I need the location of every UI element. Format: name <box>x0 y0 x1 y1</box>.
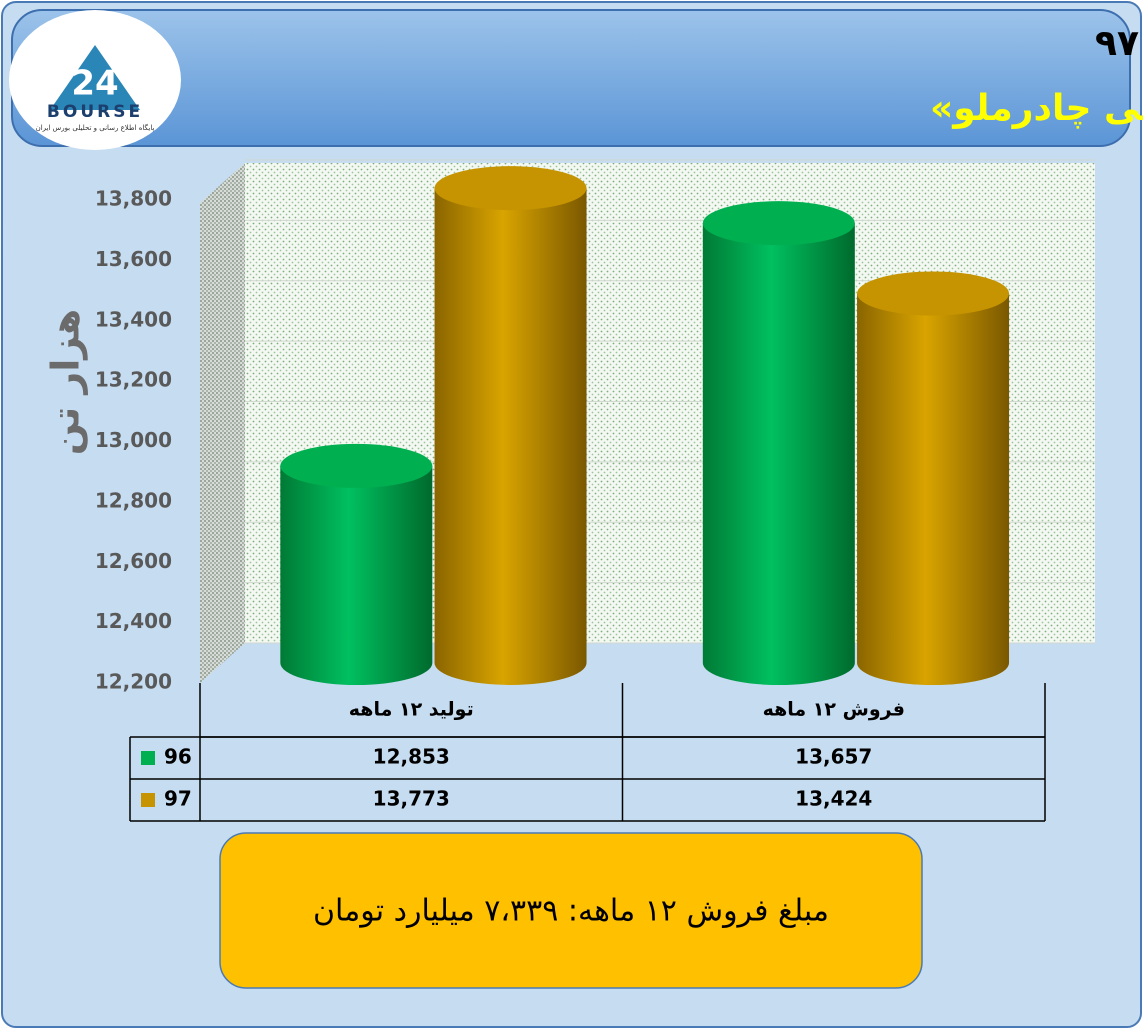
bar <box>857 271 1010 685</box>
y-axis-label: هزار تن <box>44 309 88 456</box>
bar-body <box>702 223 855 685</box>
logo-shape <box>50 45 140 110</box>
data-label: 13,773 <box>373 787 450 811</box>
y-tick-label: 12,600 <box>95 549 172 573</box>
y-tick-label: 13,000 <box>95 428 172 452</box>
data-label: 13,424 <box>795 787 872 811</box>
legend-swatch <box>141 793 155 807</box>
y-tick-label: 12,800 <box>95 488 172 512</box>
side-wall <box>200 163 245 683</box>
logo-name: BOURSE <box>47 102 143 122</box>
logo-number: 24 <box>71 64 118 104</box>
logo-tagline: پایگاه اطلاع رسانی و تحلیلی بورس ایران <box>36 123 155 132</box>
y-tick-label: 13,600 <box>95 247 172 271</box>
legend-label: 96 <box>164 745 192 769</box>
bar-top <box>434 166 587 211</box>
data-label: 13,657 <box>795 745 872 769</box>
y-tick-label: 12,400 <box>95 609 172 633</box>
chart-subtitle: «معدنی و صنعتی چادرملو» <box>930 88 1143 129</box>
bar-top <box>857 271 1010 316</box>
bar-body <box>280 465 433 685</box>
bar-body <box>434 188 587 685</box>
note: مبلغ فروش ۱۲ ماهه: ۷،۳۳۹ میلیارد تومان <box>313 894 829 929</box>
y-tick-label: 13,800 <box>95 187 172 211</box>
bar <box>280 443 433 685</box>
bar-body <box>857 293 1010 685</box>
chart-title: گزارش تولید و فروش ۱۲ ماهه منتهی به اسفن… <box>1095 22 1143 64</box>
x-tick-label: فروش ۱۲ ماهه <box>763 699 905 721</box>
y-tick-label: 13,200 <box>95 368 172 392</box>
legend-swatch <box>141 751 155 765</box>
bar-top <box>702 201 855 246</box>
note-box <box>219 832 923 989</box>
y-tick-label: 12,200 <box>95 670 172 694</box>
legend-label: 97 <box>164 787 192 811</box>
bar-top <box>280 443 433 488</box>
data-label: 12,853 <box>373 745 450 769</box>
bar <box>434 166 587 685</box>
x-tick-label: تولید ۱۲ ماهه <box>349 699 474 721</box>
bar <box>702 201 855 685</box>
y-tick-label: 13,400 <box>95 307 172 331</box>
